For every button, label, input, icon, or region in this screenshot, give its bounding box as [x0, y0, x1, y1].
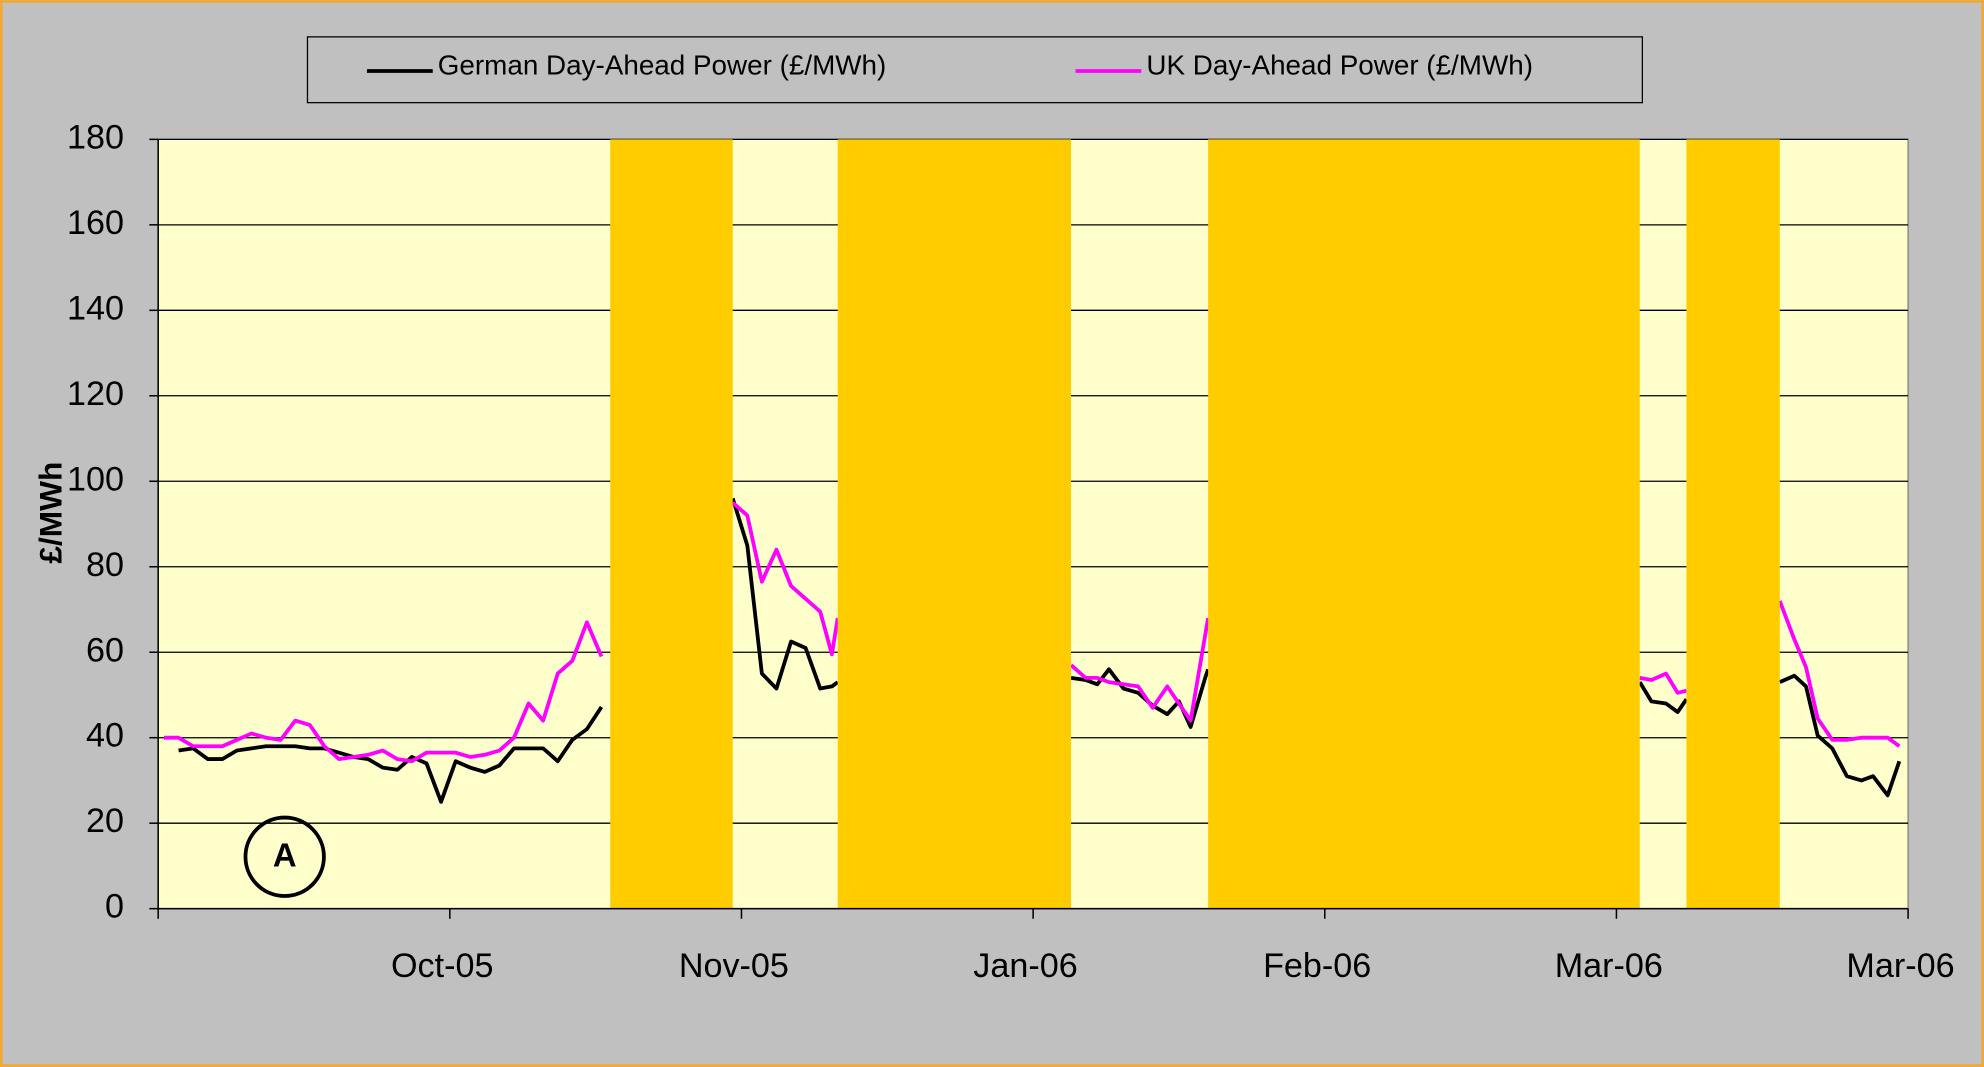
y-tick-label: 100 — [67, 460, 124, 498]
legend: German Day-Ahead Power (£/MWh) UK Day-Ahe… — [366, 50, 1533, 81]
shaded-region — [1686, 139, 1780, 909]
shaded-regions — [610, 139, 1780, 909]
annotation-circle — [243, 815, 326, 898]
y-tick-label: 80 — [86, 546, 124, 584]
legend-label: German Day-Ahead Power (£/MWh) — [438, 50, 886, 81]
legend-box — [306, 36, 1643, 104]
shaded-region — [1208, 139, 1640, 909]
x-tick-label: Mar-06 — [1555, 947, 1663, 985]
y-tick-label: 60 — [86, 631, 124, 669]
annotation: A — [273, 837, 297, 874]
x-tick-label: Nov-05 — [679, 947, 789, 985]
y-tick-label: 140 — [67, 289, 124, 327]
y-axis-label: £/MWh — [33, 462, 69, 564]
y-tick-label: 180 — [67, 118, 124, 156]
y-tick-label: 160 — [67, 204, 124, 242]
shaded-region — [610, 139, 733, 909]
y-tick-label: 0 — [105, 888, 124, 926]
y-tick-label: 20 — [86, 802, 124, 840]
y-tick-label: 40 — [86, 717, 124, 755]
x-tick-label: Feb-06 — [1263, 947, 1371, 985]
lines — [163, 497, 1902, 804]
x-tick-label: Jan-06 — [973, 947, 1077, 985]
x-tick-label: Mar-06 — [1846, 947, 1954, 985]
shaded-region — [837, 139, 1072, 909]
series-line — [163, 501, 1901, 764]
y-tick-label: 120 — [67, 375, 124, 413]
legend-label: UK Day-Ahead Power (£/MWh) — [1146, 50, 1533, 81]
x-tick-label: Oct-05 — [391, 947, 494, 985]
axes — [149, 138, 1909, 919]
